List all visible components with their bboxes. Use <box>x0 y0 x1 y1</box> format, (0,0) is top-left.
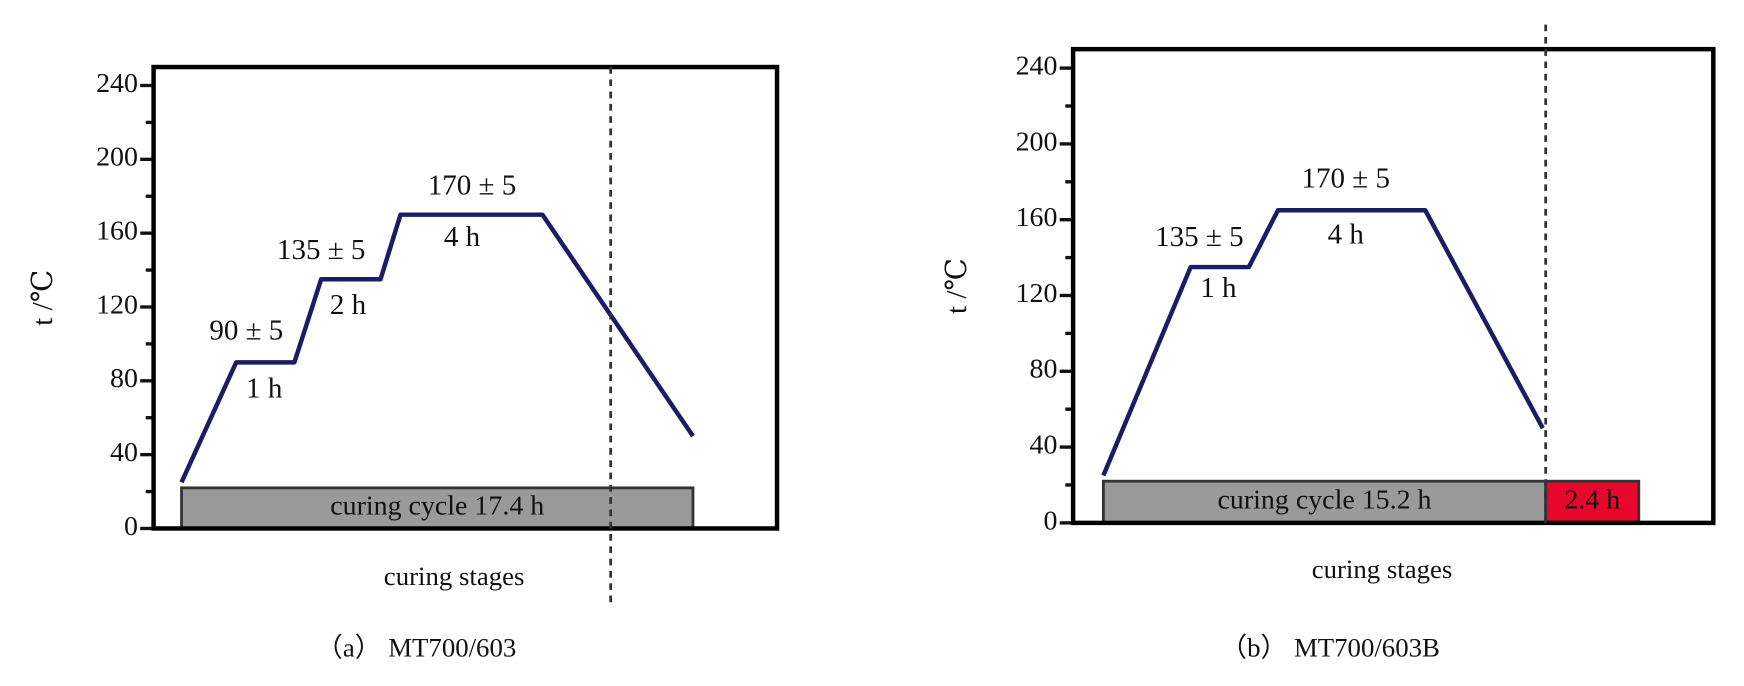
caption: （b） MT700/603B <box>1220 632 1440 662</box>
cycle-bar <box>180 486 695 530</box>
y-axis-label: t /℃ <box>941 258 973 314</box>
y-tick-label: 120 <box>96 289 138 320</box>
x-axis-label: curing stages <box>1312 554 1453 584</box>
curing-profile <box>179 212 695 484</box>
x-axis-label: curing stages <box>384 561 525 591</box>
plot-frame <box>151 64 780 531</box>
bar-label: 2.4 h <box>1564 484 1620 515</box>
annotation: 1 h <box>1200 272 1237 304</box>
y-tick-label: 200 <box>1016 126 1058 157</box>
y-tick-label: 200 <box>96 142 138 173</box>
y-tick-label: 160 <box>1016 202 1058 233</box>
caption: （a） MT700/603 <box>316 632 516 662</box>
cycle-bar <box>1544 479 1641 525</box>
y-tick-label: 0 <box>124 511 138 542</box>
y-tick-label: 240 <box>96 68 138 99</box>
annotation: 1 h <box>246 373 283 405</box>
y-tick-label: 80 <box>110 363 138 394</box>
y-tick-label: 40 <box>110 437 138 468</box>
annotation: 135 ± 5 <box>277 234 366 266</box>
plot-frame <box>1070 46 1716 526</box>
cycle-bar <box>1101 479 1548 525</box>
annotation: 135 ± 5 <box>1155 221 1244 253</box>
annotation: 170 ± 5 <box>428 169 517 201</box>
bar-label: curing cycle 17.4 h <box>330 491 544 522</box>
annotation: 2 h <box>330 289 367 321</box>
curing-profile <box>1101 207 1545 477</box>
y-axis-label: t /℃ <box>27 270 59 326</box>
y-tick-label: 80 <box>1030 354 1058 385</box>
bar-label: curing cycle 15.2 h <box>1218 484 1432 515</box>
y-tick-label: 0 <box>1043 505 1057 536</box>
annotation: 170 ± 5 <box>1301 163 1390 195</box>
y-tick-label: 240 <box>1016 51 1058 82</box>
y-tick-label: 40 <box>1030 429 1058 460</box>
annotation: 4 h <box>444 221 481 253</box>
annotation: 4 h <box>1328 219 1365 251</box>
y-tick-label: 160 <box>96 216 138 247</box>
annotation: 90 ± 5 <box>209 315 283 347</box>
y-tick-label: 120 <box>1016 278 1058 309</box>
